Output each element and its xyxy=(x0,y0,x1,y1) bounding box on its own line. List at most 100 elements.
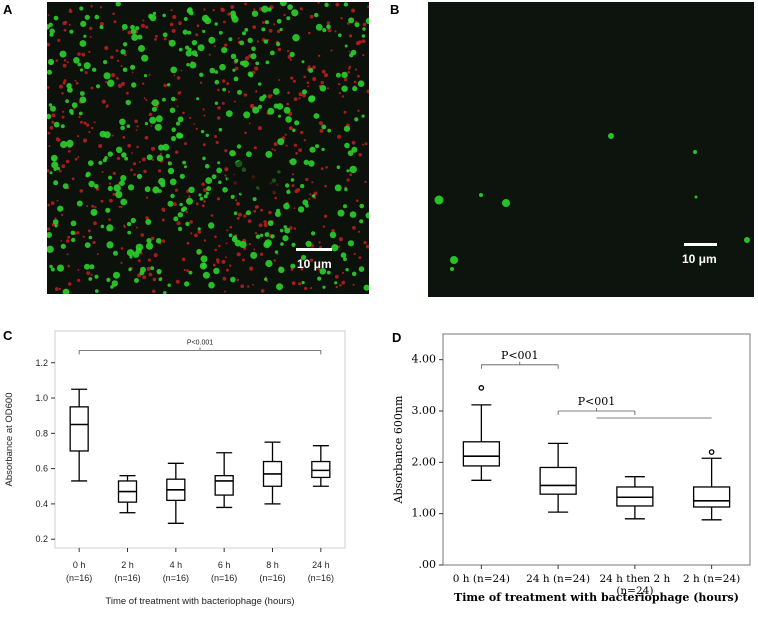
dead-cell-dot xyxy=(108,182,112,185)
dead-cell-dot xyxy=(78,115,81,119)
live-cell-dot xyxy=(205,133,209,137)
dead-cell-dot xyxy=(291,281,296,286)
live-cell-dot xyxy=(208,36,216,44)
live-cell-dot xyxy=(189,61,197,69)
dead-cell-dot xyxy=(362,54,365,57)
box-iqr xyxy=(539,466,577,495)
y-tick-label: 0.4 xyxy=(35,499,48,509)
dead-cell-dot xyxy=(273,23,276,26)
live-cell-dot xyxy=(186,8,193,14)
box-3 xyxy=(692,449,731,521)
live-cell-dot xyxy=(204,163,210,169)
panel-label-c: C xyxy=(3,328,13,343)
live-cell-dot xyxy=(127,230,132,235)
live-cell-dot xyxy=(66,139,74,148)
x-tick-label: 0 h xyxy=(73,560,86,570)
dead-cell-dot xyxy=(47,203,50,207)
live-cell-dot xyxy=(49,264,53,269)
live-cell-dot xyxy=(294,120,300,126)
dead-cell-dot xyxy=(305,177,309,182)
dead-cell-dot xyxy=(227,90,231,93)
dead-cell-dot xyxy=(223,20,226,24)
dead-cell-dot xyxy=(120,65,123,68)
box-0 xyxy=(69,388,89,482)
dead-cell-dot xyxy=(212,263,216,267)
dead-cell-dot xyxy=(278,79,281,81)
live-cell-dot xyxy=(276,283,283,291)
micrograph-b: 10 μm xyxy=(428,2,754,297)
dead-cell-dot xyxy=(60,240,63,242)
dead-cell-dot xyxy=(248,122,251,125)
live-cell-dot xyxy=(94,274,99,279)
dead-cell-dot xyxy=(290,267,294,271)
dead-cell-dot xyxy=(277,47,282,52)
dead-cell-dot xyxy=(150,236,155,241)
live-cell-dot xyxy=(106,224,114,232)
x-tick-label: 0 h (n=24) xyxy=(453,573,510,585)
dead-cell-dot xyxy=(99,22,104,26)
live-cell-dot xyxy=(214,70,219,74)
dead-cell-dot xyxy=(138,161,141,163)
dead-cell-dot xyxy=(90,86,94,90)
live-cell-dot xyxy=(290,178,295,182)
live-cell-dot xyxy=(229,150,236,157)
dead-cell-dot xyxy=(142,275,147,280)
dead-cell-dot xyxy=(262,21,265,24)
dead-cell-dot xyxy=(152,289,156,293)
dead-cell-dot xyxy=(157,169,162,173)
p-value-label: P<001 xyxy=(578,395,616,408)
dead-cell-dot xyxy=(77,268,80,271)
live-cell-dot xyxy=(282,235,289,242)
live-cell-dot xyxy=(272,88,280,95)
dead-cell-dot xyxy=(293,207,296,210)
dead-cell-dot xyxy=(294,189,299,194)
live-cell-dot xyxy=(274,250,279,254)
live-cell-dot xyxy=(155,238,162,244)
micrograph-b-canvas: 10 μm xyxy=(434,133,750,271)
live-cell-dot xyxy=(317,276,322,281)
live-cell-dot xyxy=(349,165,357,174)
dead-cell-dot xyxy=(244,2,248,6)
dead-cell-dot xyxy=(113,20,117,24)
live-cell-dot xyxy=(201,14,210,22)
live-cell-dot xyxy=(336,165,341,169)
dead-cell-dot xyxy=(212,9,215,12)
dead-cell-dot xyxy=(253,8,256,11)
live-cell-dot xyxy=(450,267,454,271)
live-cell-dot xyxy=(53,180,59,186)
live-cell-dot xyxy=(359,203,365,209)
dead-cell-dot xyxy=(110,55,114,59)
dead-cell-dot xyxy=(195,33,199,37)
dead-cell-dot xyxy=(300,267,304,271)
dead-cell-dot xyxy=(55,137,60,141)
dead-cell-dot xyxy=(127,30,132,35)
dead-cell-dot xyxy=(303,75,307,79)
dead-cell-dot xyxy=(145,99,148,101)
dead-cell-dot xyxy=(307,65,311,69)
live-cell-dot xyxy=(344,44,348,48)
dead-cell-dot xyxy=(253,248,256,251)
live-cell-dot xyxy=(154,123,162,131)
dead-cell-dot xyxy=(61,164,66,169)
dead-cell-dot xyxy=(68,24,71,26)
dead-cell-dot xyxy=(306,81,310,84)
box-iqr xyxy=(311,460,331,479)
live-cell-dot xyxy=(267,220,274,227)
live-cell-dot xyxy=(243,111,251,119)
dead-cell-dot xyxy=(148,112,153,117)
live-cell-dot xyxy=(222,87,227,92)
x-tick-label: 8 h xyxy=(266,560,279,570)
dead-cell-dot xyxy=(175,279,180,284)
live-cell-dot xyxy=(103,72,111,80)
dead-cell-dot xyxy=(230,5,235,9)
dead-cell-dot xyxy=(51,113,56,118)
dead-cell-dot xyxy=(318,241,321,244)
live-cell-dot xyxy=(322,28,327,33)
live-cell-dot xyxy=(277,138,285,146)
live-cell-dot xyxy=(352,86,358,92)
dead-cell-dot xyxy=(271,148,274,151)
dead-cell-dot xyxy=(117,59,120,63)
dead-cell-dot xyxy=(176,221,181,226)
dead-cell-dot xyxy=(237,212,242,217)
box-1 xyxy=(539,442,577,513)
